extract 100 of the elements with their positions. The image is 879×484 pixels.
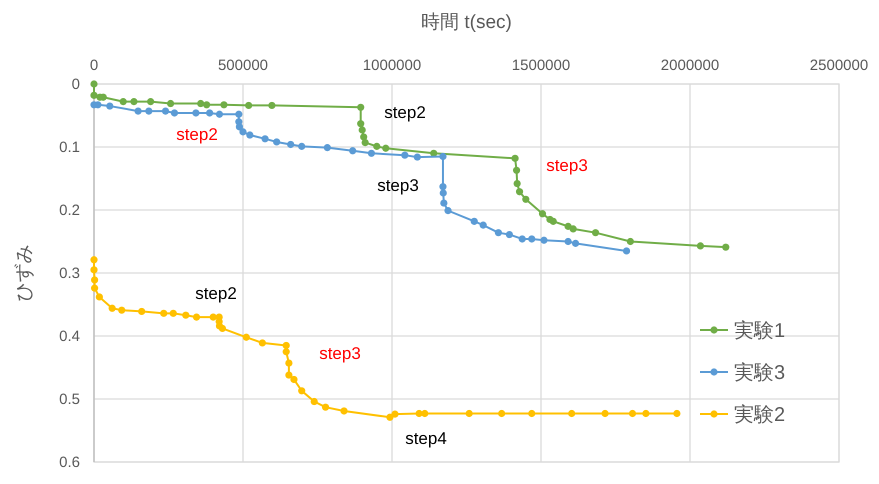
point (696, 242, 704, 250)
y-tick-label: 0 (72, 76, 80, 93)
point (440, 199, 448, 207)
point (298, 142, 306, 150)
y-axis-title: ひずみ (14, 244, 35, 302)
point (401, 152, 408, 159)
annotation: step2 (176, 125, 218, 144)
point (564, 238, 572, 246)
point (324, 144, 331, 152)
point (506, 230, 514, 238)
annotation: step3 (319, 344, 361, 363)
point (118, 306, 126, 314)
point (130, 98, 138, 106)
point (106, 102, 114, 110)
point (138, 308, 146, 316)
point (170, 310, 177, 317)
point (298, 387, 306, 394)
point (258, 339, 266, 347)
point (622, 247, 630, 255)
point (166, 100, 174, 108)
point (358, 126, 366, 134)
legend-label: 実験2 (734, 403, 786, 426)
point (282, 348, 290, 356)
point (540, 236, 548, 244)
point (90, 276, 98, 284)
point (218, 324, 226, 332)
x-tick-label: 2000000 (660, 57, 720, 74)
point (145, 107, 152, 115)
point (340, 407, 348, 415)
point (722, 244, 730, 251)
point (673, 410, 680, 418)
point (528, 235, 536, 243)
point (568, 410, 576, 418)
y-tick-label: 0.2 (59, 202, 80, 219)
point (147, 98, 154, 106)
point (382, 144, 390, 152)
point (236, 123, 244, 130)
x-tick-label: 2500000 (810, 57, 868, 74)
point (160, 310, 168, 317)
point (368, 150, 376, 157)
point (322, 404, 330, 411)
point (242, 334, 250, 341)
point (516, 188, 524, 196)
point (134, 107, 142, 115)
legend-label: 実験3 (734, 361, 786, 384)
point (210, 314, 217, 321)
point (470, 218, 478, 225)
point (550, 218, 557, 225)
point (268, 102, 276, 110)
y-tick-label: 0.3 (59, 265, 80, 282)
point (391, 410, 399, 418)
point (642, 410, 650, 418)
point (498, 410, 506, 418)
point (572, 240, 580, 247)
point (220, 101, 228, 108)
point (439, 152, 447, 160)
point (170, 109, 178, 117)
point (216, 110, 224, 118)
annotation: step3 (377, 176, 419, 195)
point (235, 110, 242, 118)
y-tick-label: 0.6 (59, 454, 80, 471)
x-tick-label: 1000000 (362, 57, 422, 74)
point (444, 207, 452, 214)
point (90, 92, 98, 99)
point (206, 109, 214, 117)
point (192, 109, 200, 117)
point (120, 98, 127, 106)
point (245, 102, 252, 110)
point (192, 314, 200, 321)
point (421, 410, 428, 418)
point (108, 304, 116, 312)
point (285, 371, 292, 379)
point (349, 147, 356, 154)
point (466, 410, 473, 418)
point (90, 256, 98, 264)
point (90, 266, 98, 274)
x-axis-title: 時間 t(sec) (421, 12, 512, 33)
point (362, 138, 369, 146)
point (386, 414, 394, 421)
point (373, 142, 380, 150)
annotation: step2 (195, 284, 237, 303)
point (246, 131, 254, 139)
point (310, 398, 318, 406)
point (514, 180, 521, 188)
point (162, 107, 170, 115)
point (528, 410, 536, 418)
point (522, 196, 530, 203)
annotation: step3 (546, 156, 588, 175)
point (282, 342, 290, 350)
point (273, 138, 280, 146)
point (494, 229, 502, 236)
y-tick-label: 0.1 (59, 139, 80, 156)
point (90, 284, 98, 292)
point (439, 183, 447, 190)
point (538, 210, 546, 218)
point (290, 376, 298, 384)
point (570, 225, 577, 232)
point (96, 293, 103, 301)
point (601, 410, 609, 418)
legend-label: 実験1 (734, 319, 786, 342)
